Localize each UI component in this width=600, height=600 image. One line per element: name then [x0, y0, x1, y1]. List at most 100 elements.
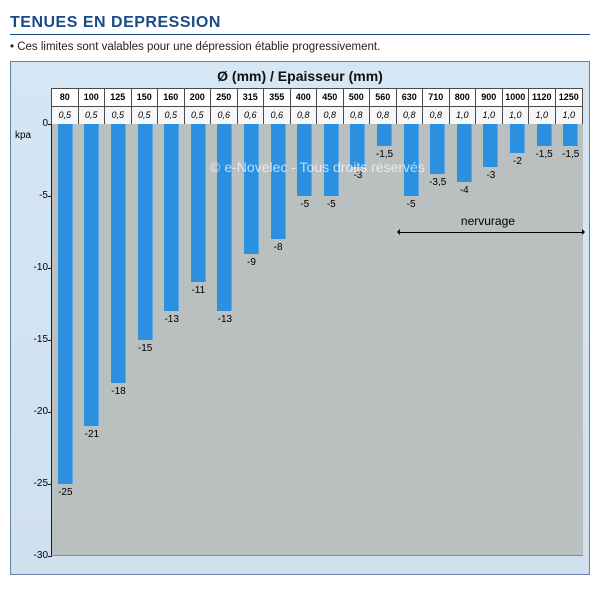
bar-value-label: -13: [210, 314, 240, 325]
bar: [483, 124, 498, 167]
bar-value-label: -2: [503, 156, 533, 167]
thickness-cell: 0,6: [238, 107, 265, 124]
header-row-diameter: 8010012515016020025031535540045050056063…: [51, 88, 583, 107]
y-tick-label: -20: [22, 406, 48, 417]
y-tick-mark: [48, 484, 52, 485]
bar-value-label: -13: [157, 314, 187, 325]
bar-value-label: -21: [77, 429, 107, 440]
y-axis-label: kpa: [15, 130, 31, 141]
chart-title: Ø (mm) / Epaisseur (mm): [17, 68, 583, 84]
bar-value-label: -9: [237, 257, 267, 268]
bar-value-label: -1,5: [529, 149, 559, 160]
diameter-cell: 800: [450, 89, 477, 106]
bar-value-label: -4: [449, 185, 479, 196]
diameter-cell: 400: [291, 89, 318, 106]
plot-area: 0-5-10-15-20-25-30-25-21-18-15-13-11-13-…: [51, 124, 583, 556]
diameter-cell: 630: [397, 89, 424, 106]
thickness-cell: 0,8: [344, 107, 371, 124]
bar: [563, 124, 578, 146]
bar-value-label: -3: [343, 170, 373, 181]
section-subtitle: • Ces limites sont valables pour une dép…: [10, 41, 590, 53]
y-tick-label: -15: [22, 334, 48, 345]
bar: [164, 124, 179, 311]
bar: [217, 124, 232, 311]
bar: [297, 124, 312, 196]
thickness-cell: 0,5: [158, 107, 185, 124]
thickness-cell: 0,8: [317, 107, 344, 124]
bar-value-label: -5: [316, 199, 346, 210]
bar: [457, 124, 472, 182]
bar: [84, 124, 99, 426]
thickness-cell: 0,5: [132, 107, 159, 124]
bar-value-label: -1,5: [556, 149, 586, 160]
y-tick-label: -25: [22, 478, 48, 489]
y-tick-label: -10: [22, 262, 48, 273]
diameter-cell: 900: [476, 89, 503, 106]
y-tick-mark: [48, 556, 52, 557]
thickness-cell: 1,0: [476, 107, 503, 124]
y-tick-label: 0: [22, 118, 48, 129]
y-tick-label: -30: [22, 550, 48, 561]
thickness-cell: 1,0: [503, 107, 530, 124]
diameter-cell: 1250: [556, 89, 583, 106]
bar: [377, 124, 392, 146]
y-tick-mark: [48, 124, 52, 125]
bar: [271, 124, 286, 239]
diameter-cell: 125: [105, 89, 132, 106]
y-tick-mark: [48, 268, 52, 269]
thickness-cell: 0,5: [52, 107, 79, 124]
thickness-cell: 1,0: [529, 107, 556, 124]
diameter-cell: 250: [211, 89, 238, 106]
y-tick-mark: [48, 412, 52, 413]
bar-value-label: -5: [396, 199, 426, 210]
bar: [111, 124, 126, 383]
diameter-cell: 315: [238, 89, 265, 106]
nervurage-arrow: [398, 232, 584, 233]
diameter-cell: 355: [264, 89, 291, 106]
diameter-cell: 500: [344, 89, 371, 106]
header-row-thickness: 0,50,50,50,50,50,50,60,60,60,80,80,80,80…: [51, 106, 583, 125]
diameter-cell: 450: [317, 89, 344, 106]
thickness-cell: 0,5: [105, 107, 132, 124]
diameter-cell: 200: [185, 89, 212, 106]
bar: [58, 124, 73, 484]
bar: [430, 124, 445, 174]
bar: [138, 124, 153, 340]
bar-value-label: -3: [476, 170, 506, 181]
diameter-cell: 1000: [503, 89, 530, 106]
bar-value-label: -3,5: [423, 177, 453, 188]
thickness-cell: 0,5: [79, 107, 106, 124]
bar-value-label: -18: [104, 386, 134, 397]
bar-value-label: -11: [183, 285, 213, 296]
diameter-cell: 150: [132, 89, 159, 106]
thickness-cell: 1,0: [450, 107, 477, 124]
bar-value-label: -1,5: [370, 149, 400, 160]
bar-value-label: -15: [130, 343, 160, 354]
bar: [191, 124, 206, 282]
y-tick-label: -5: [22, 190, 48, 201]
chart-area: kpa 801001251501602002503153554004505005…: [17, 88, 585, 568]
diameter-cell: 710: [423, 89, 450, 106]
bar: [510, 124, 525, 153]
diameter-cell: 100: [79, 89, 106, 106]
diameter-cell: 80: [52, 89, 79, 106]
thickness-cell: 1,0: [556, 107, 583, 124]
bar: [350, 124, 365, 167]
thickness-cell: 0,6: [211, 107, 238, 124]
bar-value-label: -5: [290, 199, 320, 210]
thickness-cell: 0,6: [264, 107, 291, 124]
bar: [404, 124, 419, 196]
thickness-cell: 0,8: [291, 107, 318, 124]
chart-frame: Ø (mm) / Epaisseur (mm) kpa 801001251501…: [10, 61, 590, 575]
bar: [244, 124, 259, 254]
y-tick-mark: [48, 196, 52, 197]
diameter-cell: 1120: [529, 89, 556, 106]
nervurage-label: nervurage: [461, 214, 515, 228]
section-title: TENUES EN DEPRESSION: [10, 14, 590, 35]
diameter-cell: 160: [158, 89, 185, 106]
thickness-cell: 0,8: [423, 107, 450, 124]
bar: [537, 124, 552, 146]
thickness-cell: 0,8: [397, 107, 424, 124]
thickness-cell: 0,5: [185, 107, 212, 124]
bar-value-label: -25: [50, 487, 80, 498]
